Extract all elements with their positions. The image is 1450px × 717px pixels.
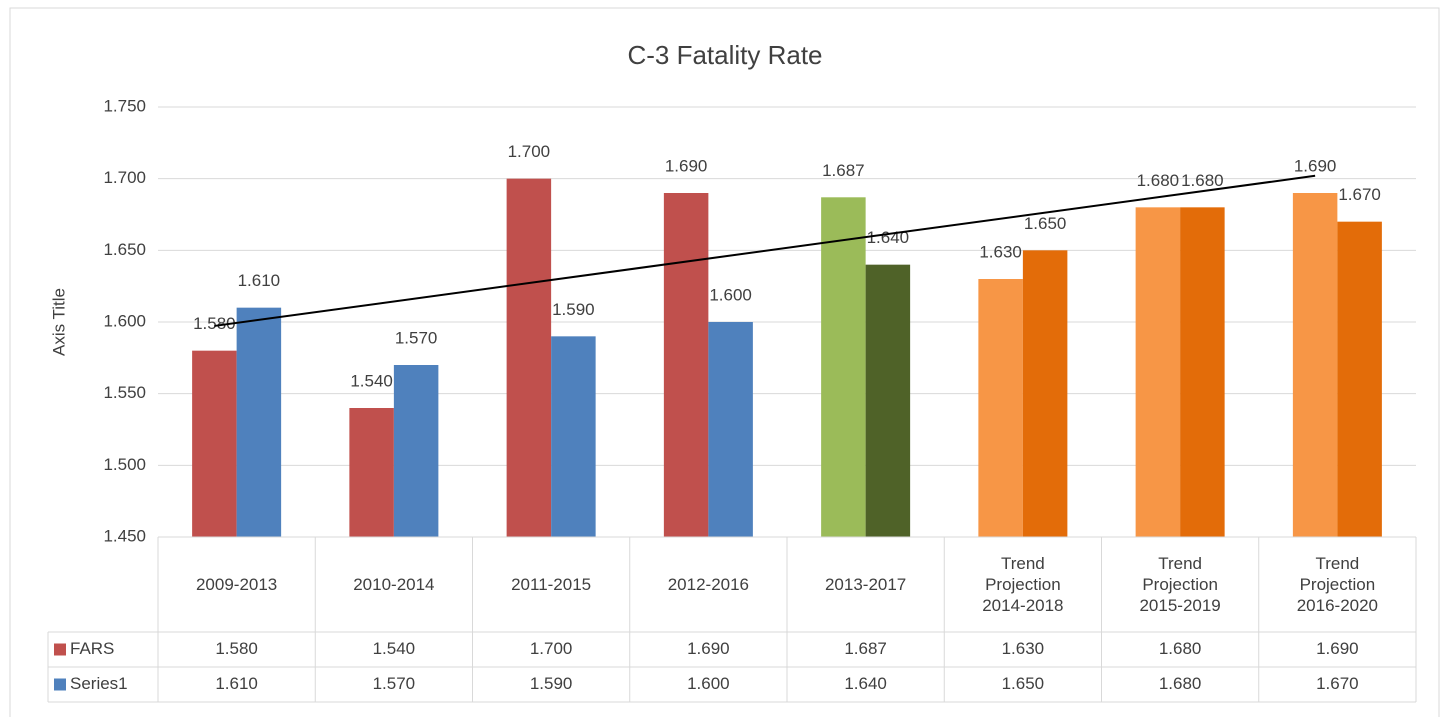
data-label: 1.590 <box>552 300 595 319</box>
bar <box>236 307 282 537</box>
y-axis-title: Axis Title <box>49 288 68 356</box>
x-tick-label: 2012-2016 <box>667 575 750 594</box>
bar <box>1135 207 1181 538</box>
data-label: 1.700 <box>508 142 551 161</box>
data-label: 1.600 <box>709 285 752 304</box>
data-label: 1.570 <box>395 328 438 347</box>
bar <box>192 350 237 537</box>
data-label: 1.640 <box>867 228 910 247</box>
bar <box>1292 193 1338 537</box>
bar <box>865 264 911 537</box>
y-tick-label: 1.550 <box>103 383 146 402</box>
data-label: 1.610 <box>238 271 281 290</box>
trendline <box>214 174 1316 327</box>
data-label: 1.680 <box>1137 171 1180 190</box>
bar <box>1337 221 1382 537</box>
data-label: 1.680 <box>1181 171 1224 190</box>
x-tick-label: Trend Projection 2016-2020 <box>1296 554 1379 615</box>
legend-label: FARS <box>70 639 114 658</box>
x-tick-label-cell: 2011-2015 <box>473 537 630 632</box>
data-label: 1.687 <box>822 161 865 180</box>
data-label: 1.650 <box>1024 214 1067 233</box>
bar <box>506 178 552 537</box>
x-tick-label-cell: Trend Projection 2014-2018 <box>944 537 1101 632</box>
table-value: 1.680 <box>1159 674 1202 693</box>
y-tick-label: 1.700 <box>103 168 146 187</box>
table-value: 1.700 <box>530 639 573 658</box>
table-value: 1.690 <box>1316 639 1359 658</box>
table-value: 1.580 <box>215 639 258 658</box>
bar <box>393 365 439 537</box>
x-tick-label-cell: 2009-2013 <box>158 537 315 632</box>
x-tick-label-cell: 2013-2017 <box>787 537 944 632</box>
x-tick-label-cell: Trend Projection 2015-2019 <box>1102 537 1259 632</box>
bar <box>821 197 866 538</box>
table-value: 1.640 <box>844 674 887 693</box>
table-value: 1.690 <box>687 639 730 658</box>
chart-title: C-3 Fatality Rate <box>627 40 822 70</box>
legend-swatch <box>54 643 66 656</box>
legend-swatch <box>54 678 66 691</box>
data-label: 1.540 <box>350 371 393 390</box>
table-value: 1.610 <box>215 674 258 693</box>
bar <box>1180 207 1225 538</box>
legend-label: Series1 <box>70 674 128 693</box>
table-value: 1.670 <box>1316 674 1359 693</box>
data-label: 1.670 <box>1338 185 1381 204</box>
y-tick-label: 1.650 <box>103 240 146 259</box>
bar <box>551 336 596 537</box>
y-tick-label: 1.500 <box>103 455 146 474</box>
table-value: 1.650 <box>1002 674 1045 693</box>
bar <box>978 279 1023 537</box>
y-tick-label: 1.600 <box>103 311 146 330</box>
data-label: 1.690 <box>1294 156 1337 175</box>
x-tick-label-cell: 2010-2014 <box>315 537 472 632</box>
bar <box>349 408 394 537</box>
table-value: 1.600 <box>687 674 730 693</box>
x-tick-label: 2009-2013 <box>195 575 278 594</box>
x-tick-label: 2013-2017 <box>824 575 907 594</box>
y-tick-label: 1.450 <box>103 526 146 545</box>
x-tick-label: Trend Projection 2014-2018 <box>982 554 1064 615</box>
chart-frame <box>9 7 1440 717</box>
x-tick-label-cell: Trend Projection 2016-2020 <box>1259 537 1416 632</box>
x-tick-label-cell: 2012-2016 <box>630 537 787 632</box>
data-label: 1.630 <box>979 242 1022 261</box>
table-value: 1.570 <box>373 674 416 693</box>
table-value: 1.630 <box>1002 639 1045 658</box>
data-label: 1.580 <box>193 314 236 333</box>
data-label: 1.690 <box>665 156 708 175</box>
x-tick-label: 2011-2015 <box>511 575 592 594</box>
y-tick-label: 1.750 <box>103 96 146 115</box>
bar <box>663 193 709 537</box>
table-value: 1.680 <box>1159 639 1202 658</box>
x-tick-label: 2010-2014 <box>353 575 435 594</box>
bar <box>1022 250 1068 538</box>
table-value: 1.590 <box>530 674 573 693</box>
x-tick-label: Trend Projection 2015-2019 <box>1139 554 1221 615</box>
table-value: 1.540 <box>373 639 416 658</box>
table-value: 1.687 <box>844 639 887 658</box>
bar <box>708 322 753 537</box>
